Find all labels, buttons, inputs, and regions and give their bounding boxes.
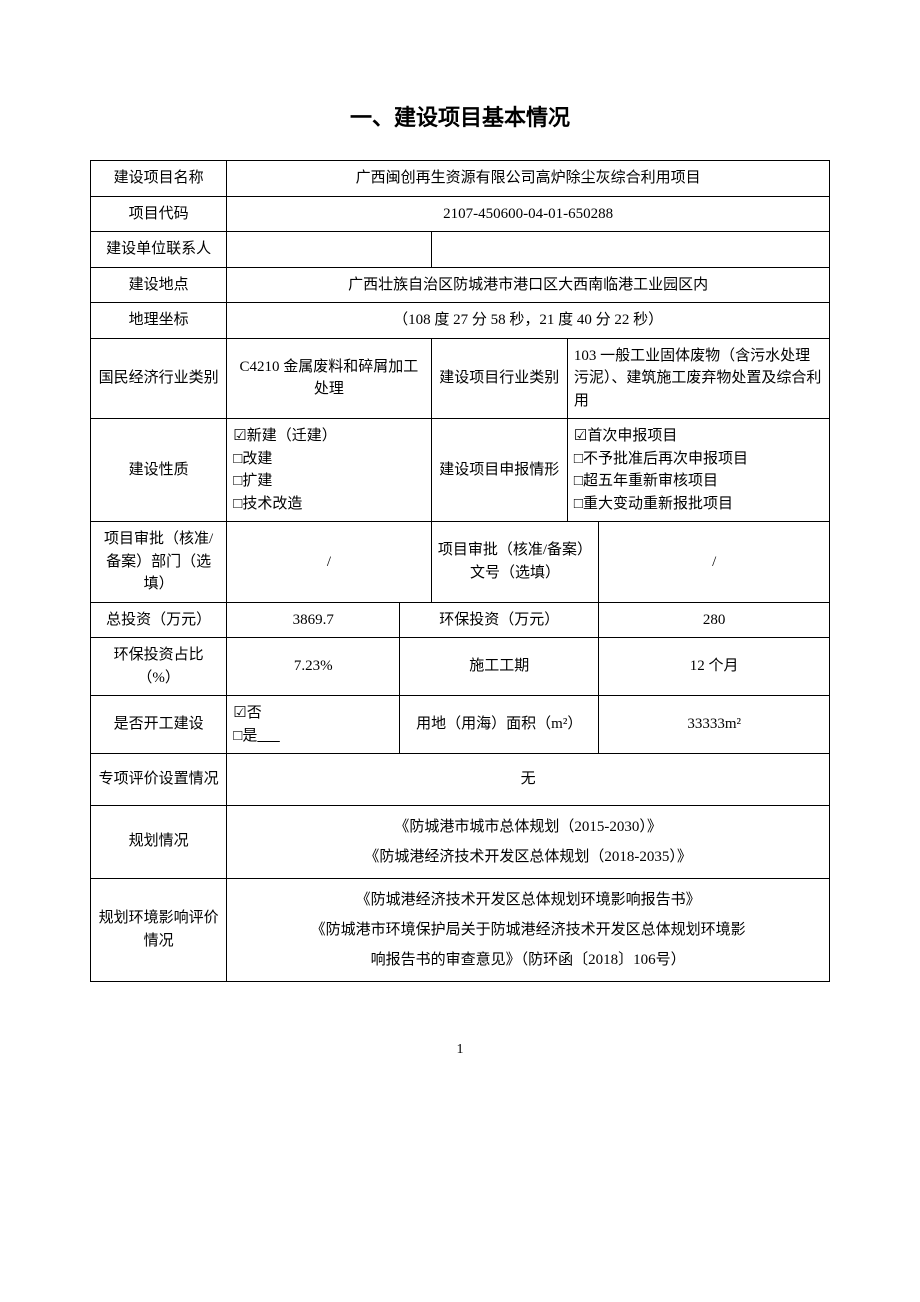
econ-cat-value: C4210 金属废料和碎屑加工处理 — [227, 338, 431, 419]
approve-dept-label: 项目审批（核准/备案）部门（选填） — [91, 522, 227, 603]
plan-env-value-1: 《防城港经济技术开发区总体规划环境影响报告书》 — [356, 892, 701, 908]
env-ratio-label: 环保投资占比（%） — [91, 638, 227, 696]
checkbox-unchecked-icon: □ — [233, 472, 242, 489]
declare-opt4: 重大变动重新报批项目 — [583, 496, 733, 512]
total-invest-value: 3869.7 — [227, 602, 400, 638]
started-opt-yes: 是 — [242, 728, 257, 744]
started-label: 是否开工建设 — [91, 696, 227, 754]
table-row: 规划环境影响评价情况 《防城港经济技术开发区总体规划环境影响报告书》 《防城港市… — [91, 878, 830, 981]
plan-label: 规划情况 — [91, 805, 227, 878]
duration-value: 12 个月 — [599, 638, 830, 696]
table-row: 是否开工建设 ☑否 □是 用地（用海）面积（m²） 33333m² — [91, 696, 830, 754]
plan-env-value: 《防城港经济技术开发区总体规划环境影响报告书》 《防城港市环境保护局关于防城港经… — [227, 878, 830, 981]
approve-no-label: 项目审批（核准/备案）文号（选填） — [431, 522, 599, 603]
econ-cat-label: 国民经济行业类别 — [91, 338, 227, 419]
checkbox-unchecked-icon: □ — [574, 472, 583, 489]
project-code-value: 2107-450600-04-01-650288 — [227, 196, 830, 232]
plan-value-1: 《防城港市城市总体规划（2015-2030）》 — [394, 819, 662, 835]
page-number: 1 — [90, 1042, 830, 1058]
table-row: 规划情况 《防城港市城市总体规划（2015-2030）》 《防城港经济技术开发区… — [91, 805, 830, 878]
contact-value-right — [431, 232, 829, 268]
env-ratio-value: 7.23% — [227, 638, 400, 696]
checkbox-unchecked-icon: □ — [574, 450, 583, 467]
env-invest-value: 280 — [599, 602, 830, 638]
plan-env-value-2: 《防城港市环境保护局关于防城港经济技术开发区总体规划环境影 — [311, 922, 746, 938]
location-value: 广西壮族自治区防城港市港口区大西南临港工业园区内 — [227, 267, 830, 303]
project-code-label: 项目代码 — [91, 196, 227, 232]
table-row: 地理坐标 （108 度 27 分 58 秒，21 度 40 分 22 秒） — [91, 303, 830, 339]
declare-opt3: 超五年重新审核项目 — [583, 473, 718, 489]
checkbox-unchecked-icon: □ — [233, 450, 242, 467]
plan-value-2: 《防城港经济技术开发区总体规划（2018-2035）》 — [364, 849, 692, 865]
approve-no-value: / — [599, 522, 830, 603]
table-row: 建设单位联系人 — [91, 232, 830, 268]
area-value: 33333m² — [599, 696, 830, 754]
checkbox-unchecked-icon: □ — [574, 495, 583, 512]
project-name-label: 建设项目名称 — [91, 161, 227, 197]
table-row: 建设性质 ☑新建（迁建） □改建 □扩建 □技术改造 建设项目申报情形 ☑首次申… — [91, 419, 830, 522]
contact-value-left — [227, 232, 431, 268]
duration-label: 施工工期 — [400, 638, 599, 696]
started-opt-no: 否 — [247, 705, 262, 721]
coord-label: 地理坐标 — [91, 303, 227, 339]
plan-env-label: 规划环境影响评价情况 — [91, 878, 227, 981]
table-row: 项目审批（核准/备案）部门（选填） / 项目审批（核准/备案）文号（选填） / — [91, 522, 830, 603]
coord-value: （108 度 27 分 58 秒，21 度 40 分 22 秒） — [227, 303, 830, 339]
declare-label: 建设项目申报情形 — [431, 419, 567, 522]
build-cat-label: 建设项目行业类别 — [431, 338, 567, 419]
declare-options: ☑首次申报项目 □不予批准后再次申报项目 □超五年重新审核项目 □重大变动重新报… — [567, 419, 829, 522]
location-label: 建设地点 — [91, 267, 227, 303]
nature-options: ☑新建（迁建） □改建 □扩建 □技术改造 — [227, 419, 431, 522]
declare-opt2: 不予批准后再次申报项目 — [583, 451, 748, 467]
table-row: 建设地点 广西壮族自治区防城港市港口区大西南临港工业园区内 — [91, 267, 830, 303]
area-label: 用地（用海）面积（m²） — [400, 696, 599, 754]
table-row: 国民经济行业类别 C4210 金属废料和碎屑加工处理 建设项目行业类别 103 … — [91, 338, 830, 419]
env-invest-label: 环保投资（万元） — [400, 602, 599, 638]
plan-value: 《防城港市城市总体规划（2015-2030）》 《防城港经济技术开发区总体规划（… — [227, 805, 830, 878]
approve-dept-value: / — [227, 522, 431, 603]
checkbox-unchecked-icon: □ — [233, 495, 242, 512]
nature-opt3: 扩建 — [242, 473, 272, 489]
plan-env-value-3: 响报告书的审查意见》（防环函〔2018〕106号） — [371, 952, 686, 968]
table-row: 专项评价设置情况 无 — [91, 754, 830, 806]
table-row: 环保投资占比（%） 7.23% 施工工期 12 个月 — [91, 638, 830, 696]
nature-opt4: 技术改造 — [242, 496, 302, 512]
nature-opt1: 新建（迁建） — [247, 428, 337, 444]
special-label: 专项评价设置情况 — [91, 754, 227, 806]
checkbox-checked-icon: ☑ — [233, 427, 246, 444]
table-row: 建设项目名称 广西闽创再生资源有限公司高炉除尘灰综合利用项目 — [91, 161, 830, 197]
declare-opt1: 首次申报项目 — [587, 428, 677, 444]
table-row: 总投资（万元） 3869.7 环保投资（万元） 280 — [91, 602, 830, 638]
checkbox-unchecked-icon: □ — [233, 727, 242, 744]
project-name-value: 广西闽创再生资源有限公司高炉除尘灰综合利用项目 — [227, 161, 830, 197]
started-options: ☑否 □是 — [227, 696, 400, 754]
contact-label: 建设单位联系人 — [91, 232, 227, 268]
special-value: 无 — [227, 754, 830, 806]
total-invest-label: 总投资（万元） — [91, 602, 227, 638]
project-info-table: 建设项目名称 广西闽创再生资源有限公司高炉除尘灰综合利用项目 项目代码 2107… — [90, 160, 830, 982]
section-title: 一、建设项目基本情况 — [90, 100, 830, 132]
nature-label: 建设性质 — [91, 419, 227, 522]
checkbox-checked-icon: ☑ — [233, 704, 246, 721]
checkbox-checked-icon: ☑ — [574, 427, 587, 444]
build-cat-value: 103 一般工业固体废物（含污水处理污泥）、建筑施工废弃物处置及综合利用 — [567, 338, 829, 419]
table-row: 项目代码 2107-450600-04-01-650288 — [91, 196, 830, 232]
nature-opt2: 改建 — [242, 451, 272, 467]
